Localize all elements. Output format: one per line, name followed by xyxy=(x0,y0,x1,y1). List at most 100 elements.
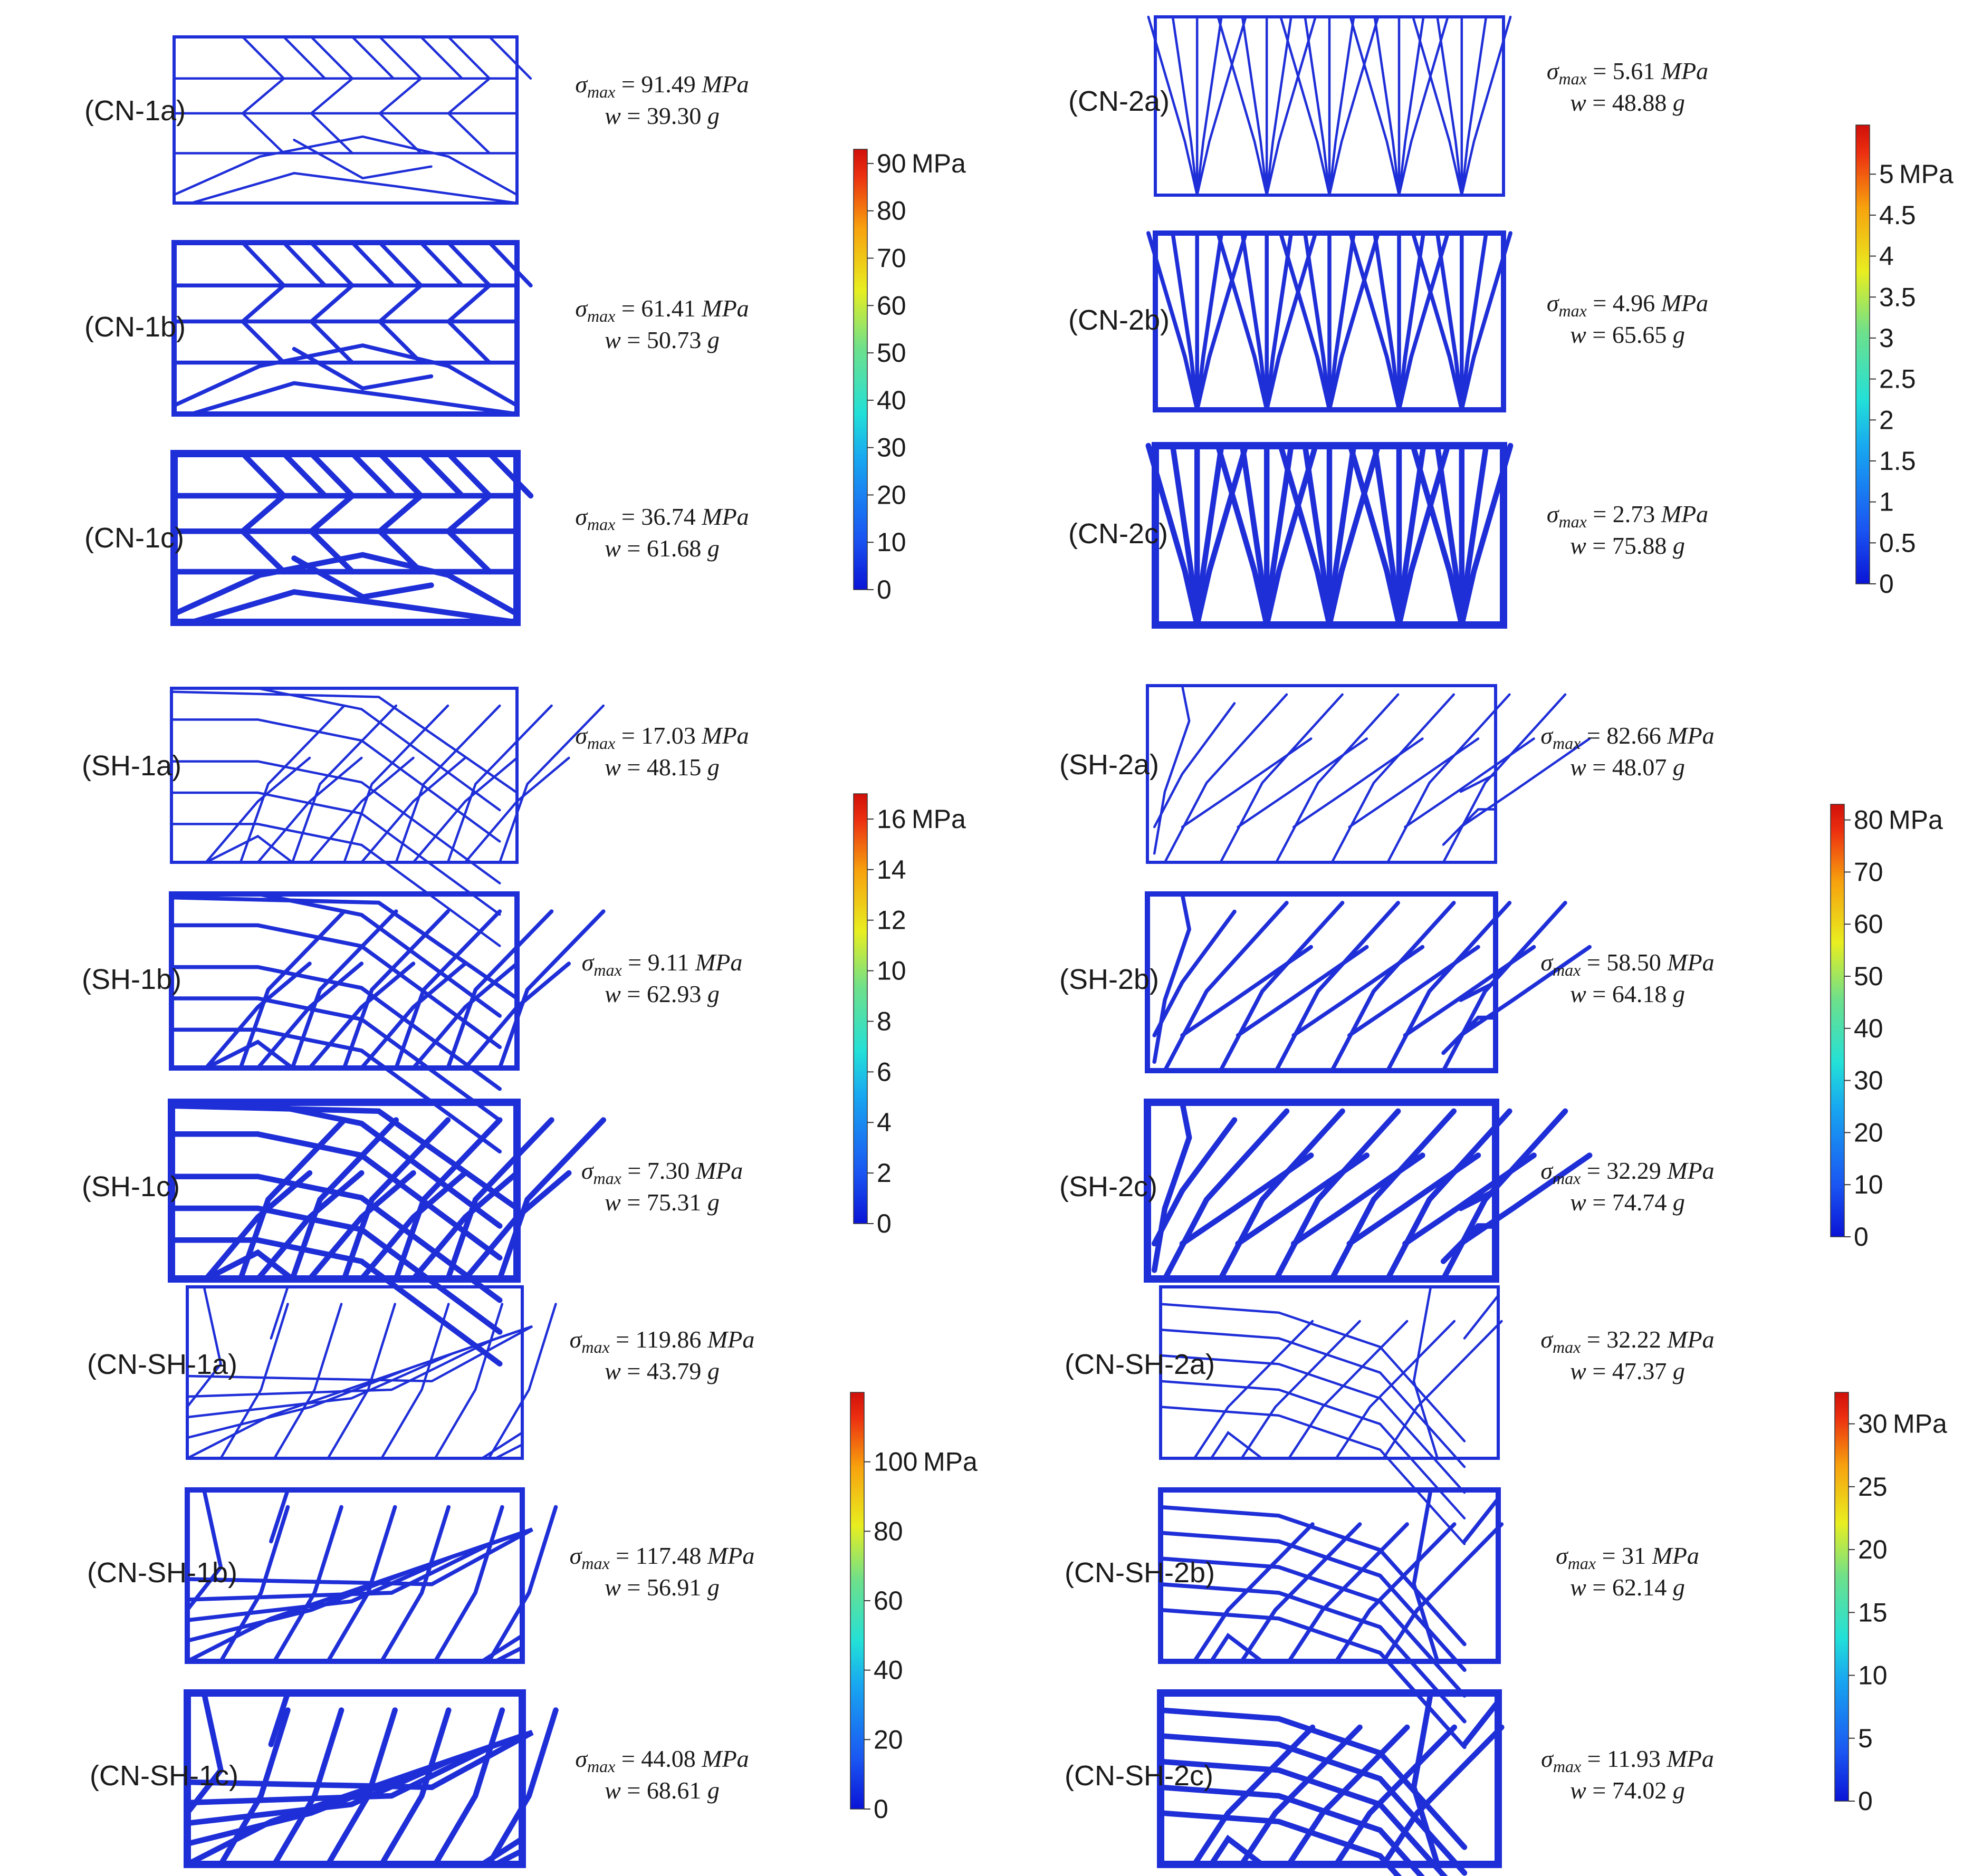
equals: = xyxy=(621,1189,647,1216)
colorbar-tick-label: 50 xyxy=(877,338,906,368)
sigma-subscript: max xyxy=(581,1554,609,1573)
panel-label: (CN-SH-2b) xyxy=(1065,1557,1215,1589)
equals: = xyxy=(1586,1574,1612,1601)
sigma-symbol: σ xyxy=(1540,949,1554,976)
weight-unit: g xyxy=(1673,89,1685,116)
weight-number: 61.68 xyxy=(647,535,707,562)
sigma-subscript: max xyxy=(587,734,615,753)
colorbar-tick-label: 80 xyxy=(874,1516,903,1546)
sigma-subscript: max xyxy=(587,306,615,325)
colorbar-tick-label: 0 xyxy=(1854,1222,1869,1252)
sigma-number: 11.93 xyxy=(1607,1745,1667,1772)
member xyxy=(1459,980,1498,1002)
sigma-number: 91.49 xyxy=(641,71,702,98)
sigma-subscript: max xyxy=(587,1757,615,1776)
member xyxy=(1327,231,1381,412)
weight-symbol: w xyxy=(1570,89,1586,116)
sigma-number: 82.66 xyxy=(1606,722,1667,749)
member xyxy=(1195,231,1248,412)
weight-symbol: w xyxy=(1570,321,1586,348)
colorbar-tick-label: 3 xyxy=(1879,323,1894,353)
weight-value: w = 74.74 g xyxy=(1570,1189,1685,1216)
equals: = xyxy=(622,949,648,976)
member xyxy=(1275,693,1400,864)
member xyxy=(1373,231,1401,412)
panel-label: (CN-SH-1a) xyxy=(87,1349,237,1380)
stress-unit: MPa xyxy=(1661,57,1708,84)
member xyxy=(1195,15,1247,197)
colorbar-tick-label: 20 xyxy=(1858,1535,1888,1564)
member xyxy=(419,35,464,80)
structure-cn-1b xyxy=(171,240,533,417)
sigma-subscript: max xyxy=(593,960,621,979)
member xyxy=(170,718,501,843)
member xyxy=(1208,1834,1265,1868)
colorbar-tick-label: 60 xyxy=(877,291,906,320)
stress-unit: MPa xyxy=(695,1157,743,1184)
member xyxy=(237,1117,347,1282)
max-stress-value: σmax = 36.74 MPa xyxy=(575,503,749,534)
weight-value: w = 75.31 g xyxy=(605,1189,720,1216)
member xyxy=(1459,945,1592,1037)
member xyxy=(219,1303,289,1460)
member xyxy=(486,450,534,499)
frame xyxy=(1152,442,1507,629)
equals: = xyxy=(1586,980,1612,1007)
member xyxy=(1171,15,1199,197)
max-stress-value: σmax = 7.30 MPa xyxy=(581,1157,743,1188)
member xyxy=(170,690,519,794)
member xyxy=(434,1303,504,1460)
member xyxy=(486,1505,558,1663)
colorbar-tick-label: 20 xyxy=(874,1725,903,1754)
structure-cn-1a xyxy=(173,35,532,205)
colorbar-tick-label: 30 xyxy=(1858,1409,1888,1439)
max-stress-value: σmax = 82.66 MPa xyxy=(1540,722,1714,753)
member xyxy=(1458,1152,1593,1247)
weight-number: 39.30 xyxy=(647,102,707,129)
member xyxy=(1459,737,1591,829)
weight-unit: g xyxy=(1673,1777,1685,1804)
sigma-number: 9.11 xyxy=(648,949,695,976)
member xyxy=(308,240,356,365)
member xyxy=(359,1170,468,1282)
frame xyxy=(1157,1689,1502,1868)
member xyxy=(1460,231,1488,412)
panel-label: (SH-2c) xyxy=(1059,1171,1157,1202)
weight-number: 74.74 xyxy=(1612,1189,1673,1216)
colorbar-tick-label: 5 xyxy=(1858,1724,1873,1753)
equals: = xyxy=(1581,722,1606,749)
equals: = xyxy=(621,980,647,1007)
max-stress-value: σmax = 119.86 MPa xyxy=(570,1326,755,1357)
sigma-number: 2.73 xyxy=(1613,501,1661,527)
sigma-number: 5.61 xyxy=(1613,57,1661,84)
structure-sh-1b xyxy=(169,891,606,1154)
member xyxy=(1147,15,1199,197)
member xyxy=(168,1173,503,1303)
member xyxy=(169,965,502,1091)
panel-label: (SH-1a) xyxy=(82,750,181,782)
member xyxy=(432,1707,505,1868)
weight-number: 65.65 xyxy=(1612,321,1673,348)
member xyxy=(1349,15,1401,197)
equals: = xyxy=(1586,532,1612,559)
sigma-subscript: max xyxy=(593,1169,621,1188)
max-stress-value: σmax = 91.49 MPa xyxy=(575,71,749,101)
weight-symbol: w xyxy=(1570,532,1586,559)
member xyxy=(292,347,434,391)
colorbar-tick-label: 40 xyxy=(874,1656,903,1685)
stress-unit: MPa xyxy=(701,295,749,322)
member xyxy=(170,823,501,947)
colorbar-tick-label: 4 xyxy=(877,1108,892,1137)
frame xyxy=(1154,15,1505,197)
sigma-number: 119.86 xyxy=(636,1326,707,1353)
member xyxy=(1263,442,1318,628)
panel-label: (CN-SH-2a) xyxy=(1065,1349,1215,1380)
weight-value: w = 39.30 g xyxy=(605,102,720,129)
member xyxy=(186,1329,524,1398)
member xyxy=(1157,1707,1468,1850)
